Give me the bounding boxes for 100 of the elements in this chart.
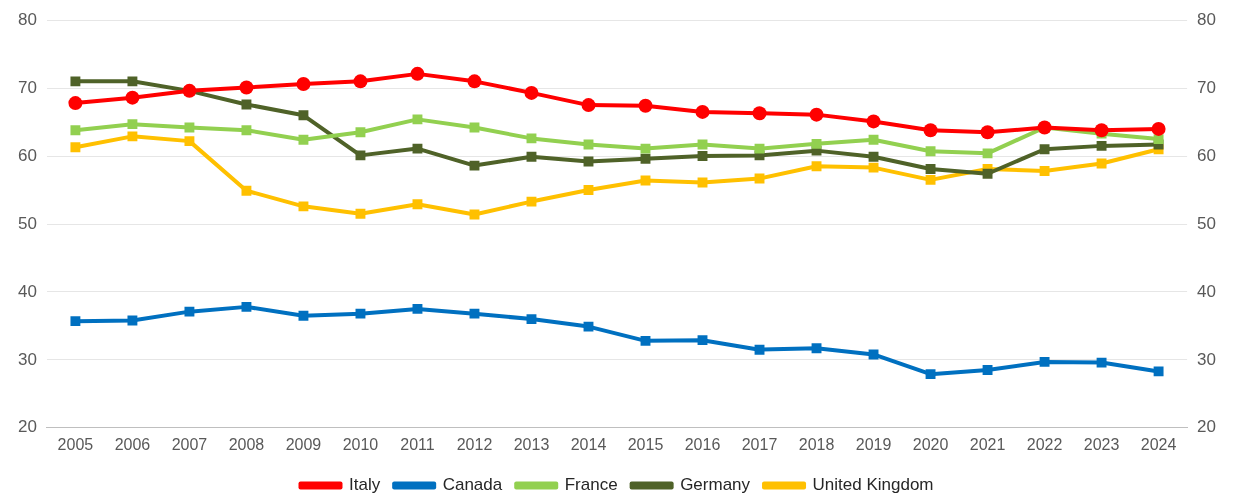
point bbox=[697, 177, 708, 188]
x-tick-label: 2021 bbox=[969, 435, 1006, 453]
x-tick-label: 2012 bbox=[456, 435, 493, 453]
point bbox=[638, 98, 653, 113]
point bbox=[982, 168, 993, 179]
point bbox=[583, 185, 594, 195]
y-tick-label: 30 bbox=[17, 349, 37, 369]
x-tick-label: 2019 bbox=[855, 435, 892, 453]
point bbox=[811, 161, 822, 172]
point bbox=[1151, 121, 1166, 136]
x-tick-label: 2005 bbox=[57, 435, 94, 453]
point bbox=[695, 104, 710, 119]
point bbox=[70, 316, 81, 327]
point bbox=[125, 90, 140, 105]
point bbox=[925, 146, 936, 157]
x-tick-label: 2024 bbox=[1140, 435, 1177, 453]
x-tick-label: 2010 bbox=[342, 435, 379, 453]
point bbox=[241, 301, 252, 312]
x-tick-label: 2020 bbox=[912, 435, 949, 453]
point bbox=[412, 114, 423, 125]
point bbox=[298, 110, 309, 121]
point bbox=[526, 314, 537, 325]
x-tick-label: 2009 bbox=[285, 435, 322, 453]
point bbox=[127, 131, 138, 142]
point bbox=[241, 125, 252, 136]
point bbox=[412, 199, 423, 210]
point bbox=[355, 308, 366, 319]
x-tick-label: 2007 bbox=[171, 435, 208, 453]
point bbox=[70, 76, 81, 87]
point bbox=[355, 150, 366, 161]
point bbox=[583, 321, 594, 332]
y2-tick-label: 20 bbox=[1197, 417, 1217, 437]
point bbox=[581, 98, 596, 113]
legend-label: Canada bbox=[442, 475, 503, 495]
point bbox=[127, 119, 138, 130]
point bbox=[868, 151, 879, 162]
y2-tick-label: 40 bbox=[1197, 281, 1217, 301]
point bbox=[923, 123, 938, 138]
point bbox=[925, 164, 936, 174]
point bbox=[467, 74, 482, 89]
point bbox=[410, 66, 425, 81]
y2-tick-label: 80 bbox=[1197, 9, 1217, 29]
point bbox=[127, 315, 138, 326]
point bbox=[241, 185, 252, 196]
point bbox=[298, 134, 309, 145]
point bbox=[697, 151, 708, 162]
point bbox=[754, 143, 765, 154]
point bbox=[640, 143, 651, 154]
point bbox=[469, 308, 480, 319]
point bbox=[70, 125, 81, 136]
legend-label: Germany bbox=[680, 475, 751, 495]
y2-tick-label: 30 bbox=[1197, 349, 1217, 369]
x-tick-label: 2011 bbox=[400, 435, 435, 453]
point bbox=[754, 344, 765, 355]
point bbox=[469, 160, 480, 171]
x-tick-label: 2015 bbox=[627, 435, 664, 453]
point bbox=[526, 133, 537, 144]
point bbox=[752, 106, 767, 121]
point bbox=[526, 151, 537, 162]
y-tick-label: 60 bbox=[17, 145, 37, 165]
x-tick-label: 2014 bbox=[570, 435, 607, 453]
x-tick-label: 2022 bbox=[1026, 435, 1063, 453]
y-tick-label: 50 bbox=[17, 213, 37, 233]
point bbox=[1039, 144, 1050, 155]
y-tick-label: 80 bbox=[17, 9, 37, 29]
legend-label: United Kingdom bbox=[812, 475, 934, 495]
point bbox=[866, 114, 881, 129]
point bbox=[1039, 356, 1050, 367]
x-tick-label: 2008 bbox=[228, 435, 265, 453]
point bbox=[296, 77, 311, 92]
point bbox=[1094, 123, 1109, 138]
point bbox=[353, 74, 368, 89]
y-tick-label: 20 bbox=[17, 417, 37, 437]
point bbox=[811, 138, 822, 149]
y2-tick-label: 60 bbox=[1197, 145, 1217, 165]
point bbox=[68, 96, 83, 111]
point bbox=[925, 174, 936, 185]
x-tick-label: 2018 bbox=[798, 435, 835, 453]
x-tick-label: 2023 bbox=[1083, 435, 1120, 453]
point bbox=[980, 125, 995, 140]
point bbox=[184, 122, 195, 133]
legend-label: Italy bbox=[349, 475, 381, 495]
point bbox=[526, 196, 537, 207]
point bbox=[868, 134, 879, 145]
point bbox=[1096, 357, 1107, 368]
x-tick-label: 2013 bbox=[513, 435, 550, 453]
point bbox=[697, 335, 708, 346]
point bbox=[811, 343, 822, 354]
point bbox=[355, 127, 366, 138]
legend-label: France bbox=[564, 475, 618, 495]
point bbox=[982, 365, 993, 376]
y-tick-label: 70 bbox=[17, 77, 37, 97]
y2-tick-label: 70 bbox=[1197, 77, 1217, 97]
point bbox=[1096, 158, 1107, 169]
point bbox=[868, 162, 879, 173]
point bbox=[524, 85, 539, 100]
point bbox=[127, 76, 138, 87]
y2-tick-label: 50 bbox=[1197, 213, 1217, 233]
point bbox=[640, 153, 651, 164]
x-tick-label: 2017 bbox=[741, 435, 778, 453]
